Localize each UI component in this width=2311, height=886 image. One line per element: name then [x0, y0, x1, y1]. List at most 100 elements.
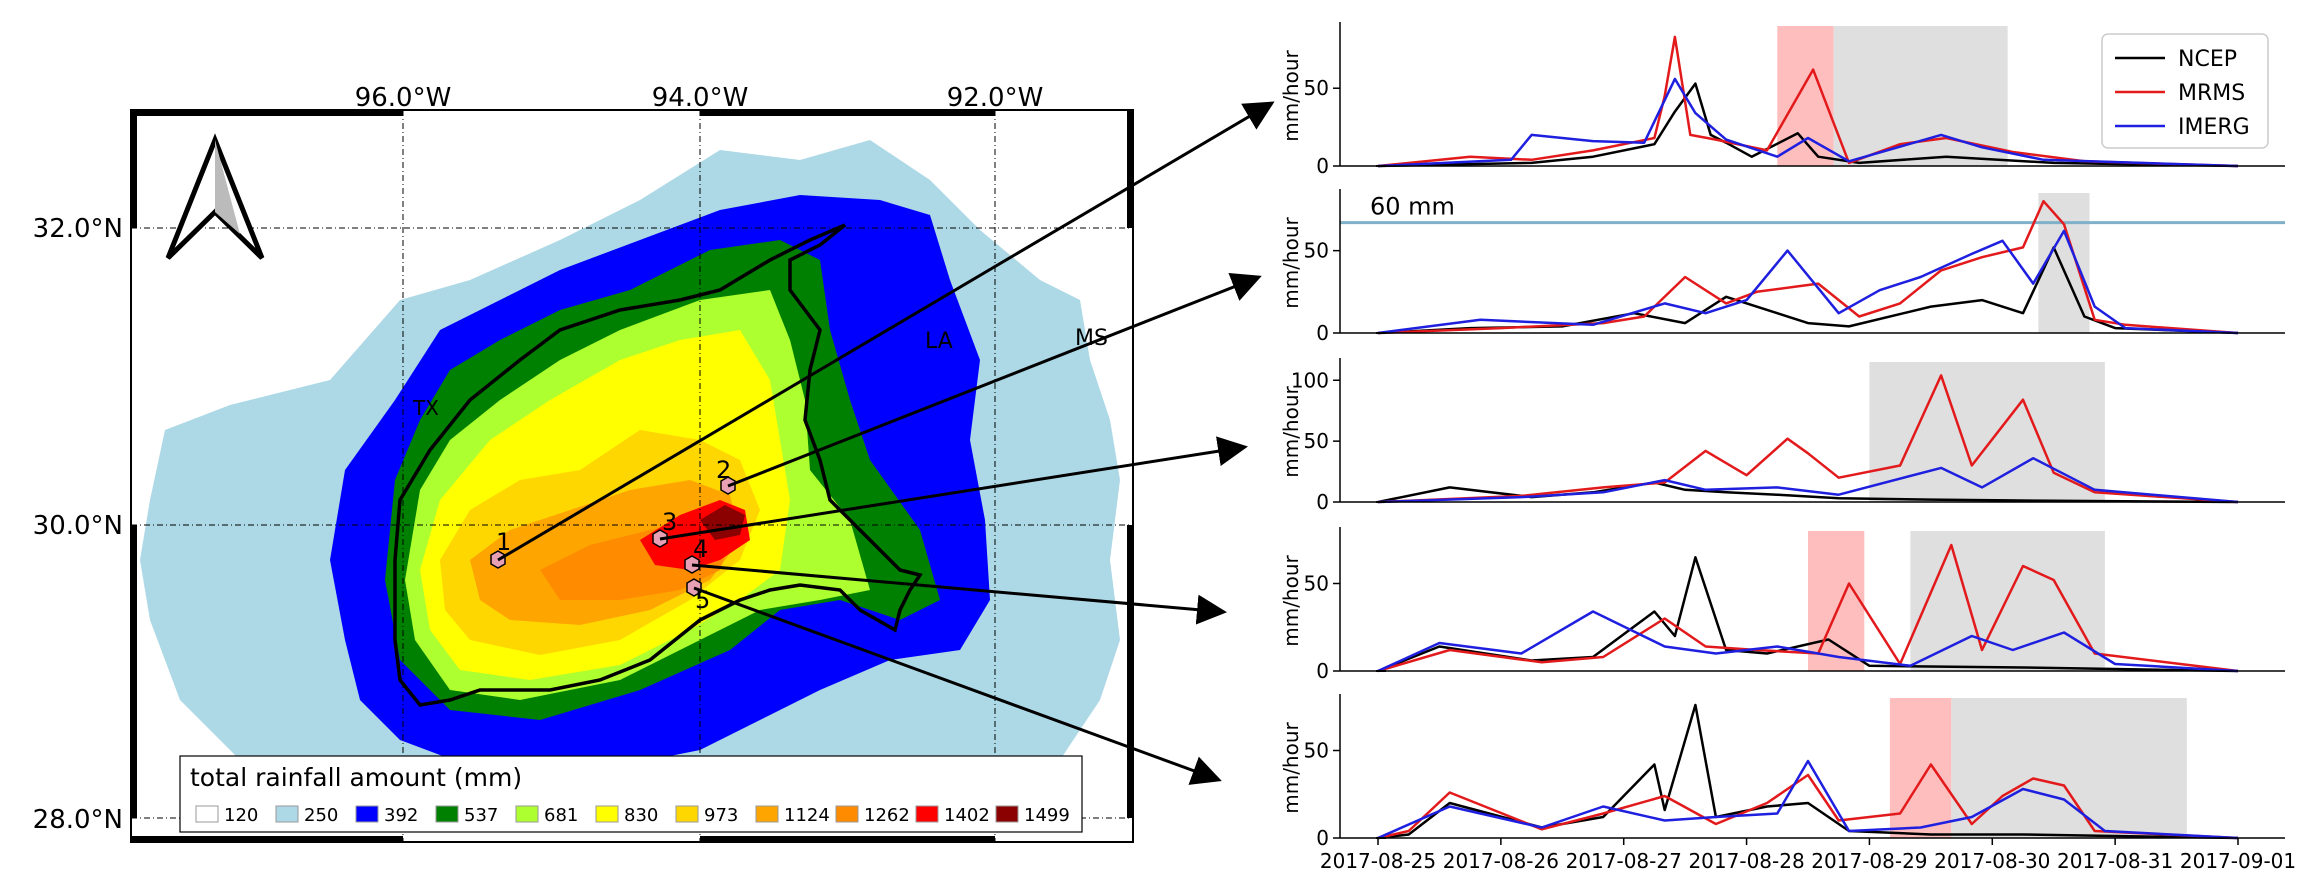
y-tick-label: 0 — [1316, 659, 1329, 683]
legend-level-label: 250 — [304, 805, 338, 826]
arrow-point-5 — [693, 586, 1222, 785]
legend-swatch-250 — [275, 805, 299, 823]
series-line-mrms — [1377, 543, 2239, 673]
legend-imerg-label: IMERG — [2178, 115, 2250, 140]
map-frame-ticks — [131, 110, 1133, 842]
basin-outline — [393, 223, 923, 707]
y-tick-label: 0 — [1316, 826, 1329, 850]
legend-swatch-1262 — [835, 805, 859, 823]
y-tick-label: 0 — [1316, 321, 1329, 345]
legend-swatch-120 — [195, 805, 219, 823]
series-line-mrms — [1377, 374, 2239, 504]
x-tick-label: 2017-09-01 — [2180, 849, 2296, 873]
legend-level-label: 392 — [384, 805, 418, 826]
y-axis-label: mm/hour — [1279, 554, 1303, 646]
legend-swatch-1402 — [915, 805, 939, 823]
point-marker-5 — [686, 578, 702, 597]
lon-label-92: 92.0°W — [947, 83, 1044, 113]
legend-swatch-1499 — [995, 805, 1019, 823]
arrow-point-3 — [659, 436, 1248, 541]
lat-label-30: 30.0°N — [33, 511, 123, 541]
series-legend: NCEP MRMS IMERG — [2101, 33, 2269, 149]
legend-swatch-392 — [355, 805, 379, 823]
x-tick-label: 2017-08-31 — [2057, 849, 2173, 873]
y-tick-label: 50 — [1304, 739, 1329, 763]
legend-level-label: 973 — [704, 805, 738, 826]
highlight-red-band — [1889, 698, 1952, 838]
y-tick-label: 0 — [1316, 490, 1329, 514]
y-tick-label: 100 — [1291, 368, 1329, 392]
legend-level-label: 681 — [544, 805, 578, 826]
series-line-imerg — [1377, 77, 2239, 168]
point-marker-4 — [684, 555, 700, 574]
legend-level-label: 830 — [624, 805, 658, 826]
series-line-ncep — [1377, 246, 2239, 335]
point-label-2: 2 — [716, 456, 731, 484]
legend-level-label: 120 — [224, 805, 258, 826]
x-tick-label: 2017-08-27 — [1566, 849, 1682, 873]
legend-swatch-973 — [675, 805, 699, 823]
highlight-gray-band — [1910, 531, 2105, 671]
connector-arrows — [497, 101, 1275, 785]
y-tick-label: 0 — [1316, 154, 1329, 178]
state-label-tx: TX — [412, 396, 439, 420]
x-tick-label: 2017-08-29 — [1811, 849, 1927, 873]
legend-ncep-label: NCEP — [2178, 47, 2237, 72]
lat-label-28: 28.0°N — [33, 805, 123, 835]
highlight-gray-band — [1951, 698, 2187, 838]
series-line-ncep — [1377, 703, 2239, 840]
arrow-point-2 — [727, 272, 1262, 488]
rainfall-legend: total rainfall amount (mm) 120 250 392 537 6… — [179, 755, 1083, 833]
y-tick-label: 50 — [1304, 572, 1329, 596]
legend-level-label: 1499 — [1024, 805, 1070, 826]
legend-level-label: 1124 — [784, 805, 830, 826]
legend-mrms-label: MRMS — [2178, 81, 2245, 106]
x-tick-label: 2017-08-30 — [1934, 849, 2050, 873]
y-tick-label: 50 — [1304, 76, 1329, 100]
legend-level-label: 1402 — [944, 805, 990, 826]
point-label-1: 1 — [496, 528, 511, 556]
threshold-label: 60 mm — [1370, 193, 1455, 221]
rainfall-field — [140, 140, 1120, 810]
point-label-4: 4 — [693, 535, 708, 563]
lon-label-94: 94.0°W — [652, 83, 749, 113]
x-tick-label: 2017-08-28 — [1688, 849, 1804, 873]
arrow-point-1 — [497, 101, 1275, 562]
arrow-point-4 — [691, 563, 1227, 625]
series-line-imerg — [1377, 759, 2239, 840]
point-label-3: 3 — [662, 508, 677, 536]
series-line-mrms — [1377, 199, 2239, 335]
y-tick-label: 50 — [1304, 239, 1329, 263]
series-line-imerg — [1377, 229, 2239, 335]
series-line-imerg — [1377, 610, 2239, 673]
y-axis-label: mm/hour — [1279, 385, 1303, 477]
legend-swatch-830 — [595, 805, 619, 823]
y-tick-label: 50 — [1304, 429, 1329, 453]
legend-swatch-1124 — [755, 805, 779, 823]
x-tick-label: 2017-08-25 — [1320, 849, 1436, 873]
series-line-imerg — [1377, 456, 2239, 504]
highlight-red-band — [1777, 26, 1834, 166]
legend-level-label: 1262 — [864, 805, 910, 826]
north-arrow-icon — [165, 133, 265, 260]
y-axis-label: mm/hour — [1279, 721, 1303, 813]
highlight-red-band — [1808, 531, 1865, 671]
state-label-la: LA — [925, 329, 953, 354]
y-axis-label: mm/hour — [1279, 49, 1303, 141]
legend-swatch-681 — [515, 805, 539, 823]
legend-items: 120 250 392 537 681 830 973 1124 1262 1402 1499 — [195, 805, 1070, 826]
legend-swatch-537 — [435, 805, 459, 823]
legend-level-label: 537 — [464, 805, 498, 826]
y-axis-label: mm/hour — [1279, 216, 1303, 308]
lat-label-32: 32.0°N — [33, 214, 123, 244]
rainfall-map: 96.0°W 94.0°W 92.0°W 32.0°N 30.0°N 28.0°… — [33, 83, 1134, 843]
legend-title: total rainfall amount (mm) — [190, 763, 522, 792]
x-tick-label: 2017-08-26 — [1443, 849, 1559, 873]
